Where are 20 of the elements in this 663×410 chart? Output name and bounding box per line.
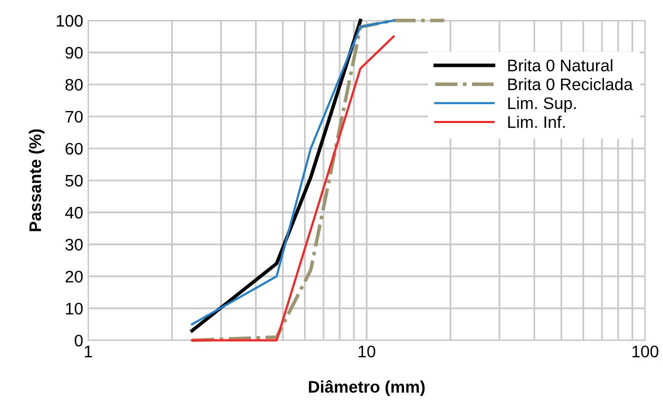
x-tick-label: 1	[84, 346, 92, 358]
y-tick-label: 50	[65, 174, 83, 187]
y-tick-label: 90	[66, 46, 83, 59]
legend-label: Brita 0 Natural	[508, 59, 612, 72]
x-axis-title: Diâmetro (mm)	[308, 380, 425, 396]
y-tick-label: 70	[66, 110, 83, 123]
y-tick-label: 80	[66, 78, 83, 91]
x-tick-label: 10	[358, 346, 376, 358]
y-tick-label: 40	[65, 206, 83, 219]
y-tick-label: 60	[66, 142, 83, 155]
y-tick-label: 30	[65, 238, 83, 251]
x-tick-label: 100	[632, 346, 658, 358]
y-tick-label: 100	[56, 14, 83, 27]
legend-label: Brita 0 Reciclada	[508, 78, 633, 90]
y-tick-label: 0	[74, 334, 83, 347]
y-tick-label: 20	[66, 270, 83, 283]
y-tick-label: 10	[66, 302, 83, 315]
y-axis-title: Passante (%)	[28, 129, 44, 232]
legend-label: Lim. Sup.	[508, 96, 576, 112]
legend-label: Lim. Inf.	[508, 116, 565, 128]
